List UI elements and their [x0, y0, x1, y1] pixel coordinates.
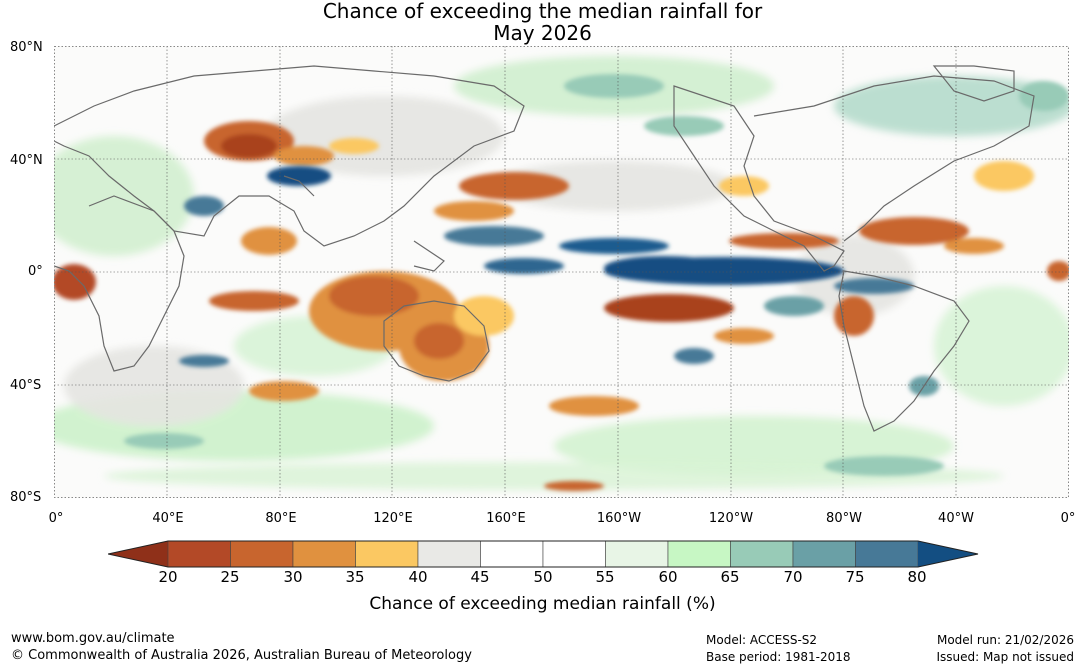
colorbar-cell: [230, 540, 294, 568]
rainfall-probability-field: [54, 56, 1069, 490]
colorbar-low-extension: [108, 541, 168, 567]
colorbar-tick: 25: [220, 568, 240, 586]
base-period: Base period: 1981-2018: [706, 650, 851, 664]
lat-label-80n: 80°N: [10, 40, 43, 55]
map-title-line1: Chance of exceeding the median rainfall …: [322, 0, 763, 23]
lat-label-40n: 40°N: [10, 153, 43, 168]
model-name: Model: ACCESS-S2: [706, 633, 818, 647]
lat-label-40s: 40°S: [10, 378, 42, 393]
colorbar-tick: 40: [408, 568, 428, 586]
copyright-text: © Commonwealth of Australia 2026, Austra…: [11, 648, 472, 663]
colorbar-cell: [542, 540, 606, 568]
lon-label-40w: 40°W: [938, 511, 974, 526]
colorbar-cell: [167, 540, 231, 568]
colorbar: [108, 540, 979, 568]
colorbar-tick: 35: [345, 568, 365, 586]
colorbar-cell: [417, 540, 481, 568]
model-run-date: Model run: 21/02/2026: [936, 633, 1074, 647]
colorbar-tick: 55: [595, 568, 615, 586]
colorbar-tick: 65: [720, 568, 740, 586]
lon-label-160e: 160°E: [486, 511, 526, 526]
lon-label-40e: 40°E: [152, 511, 184, 526]
colorbar-cell: [667, 540, 731, 568]
colorbar-tick: 80: [907, 568, 927, 586]
colorbar-tick: 75: [845, 568, 865, 586]
lon-label-120w: 120°W: [708, 511, 754, 526]
colorbar-cell: [292, 540, 356, 568]
colorbar-cell: [605, 540, 669, 568]
colorbar-tick: 50: [533, 568, 553, 586]
map-title-line2: May 2026: [493, 21, 592, 45]
website-link[interactable]: www.bom.gov.au/climate: [11, 631, 175, 646]
colorbar-cell: [792, 540, 856, 568]
colorbar-tick: 70: [783, 568, 803, 586]
colorbar-tick: 45: [470, 568, 490, 586]
colorbar-tick: 20: [158, 568, 178, 586]
lon-label-0-left: 0°: [48, 511, 64, 526]
lon-label-80w: 80°W: [826, 511, 862, 526]
colorbar-label: Chance of exceeding median rainfall (%): [369, 594, 716, 614]
lon-label-160w: 160°W: [596, 511, 642, 526]
coastlines: [54, 65, 1035, 432]
colorbar-cell: [730, 540, 794, 568]
colorbar-cell: [855, 540, 919, 568]
colorbar-cell: [355, 540, 419, 568]
lat-label-80s: 80°S: [10, 490, 42, 505]
colorbar-high-extension: [918, 541, 978, 567]
colorbar-tick: 30: [283, 568, 303, 586]
graticule: [54, 46, 1069, 498]
issued-status: Issued: Map not issued: [936, 650, 1074, 664]
lon-label-120e: 120°E: [373, 511, 413, 526]
lon-label-80e: 80°E: [265, 511, 297, 526]
rainfall-map: [54, 46, 1069, 498]
colorbar-cell: [480, 540, 544, 568]
lat-label-equator: 0°: [28, 264, 43, 279]
colorbar-tick: 60: [658, 568, 678, 586]
lon-label-0-right: 0°: [1060, 511, 1076, 526]
